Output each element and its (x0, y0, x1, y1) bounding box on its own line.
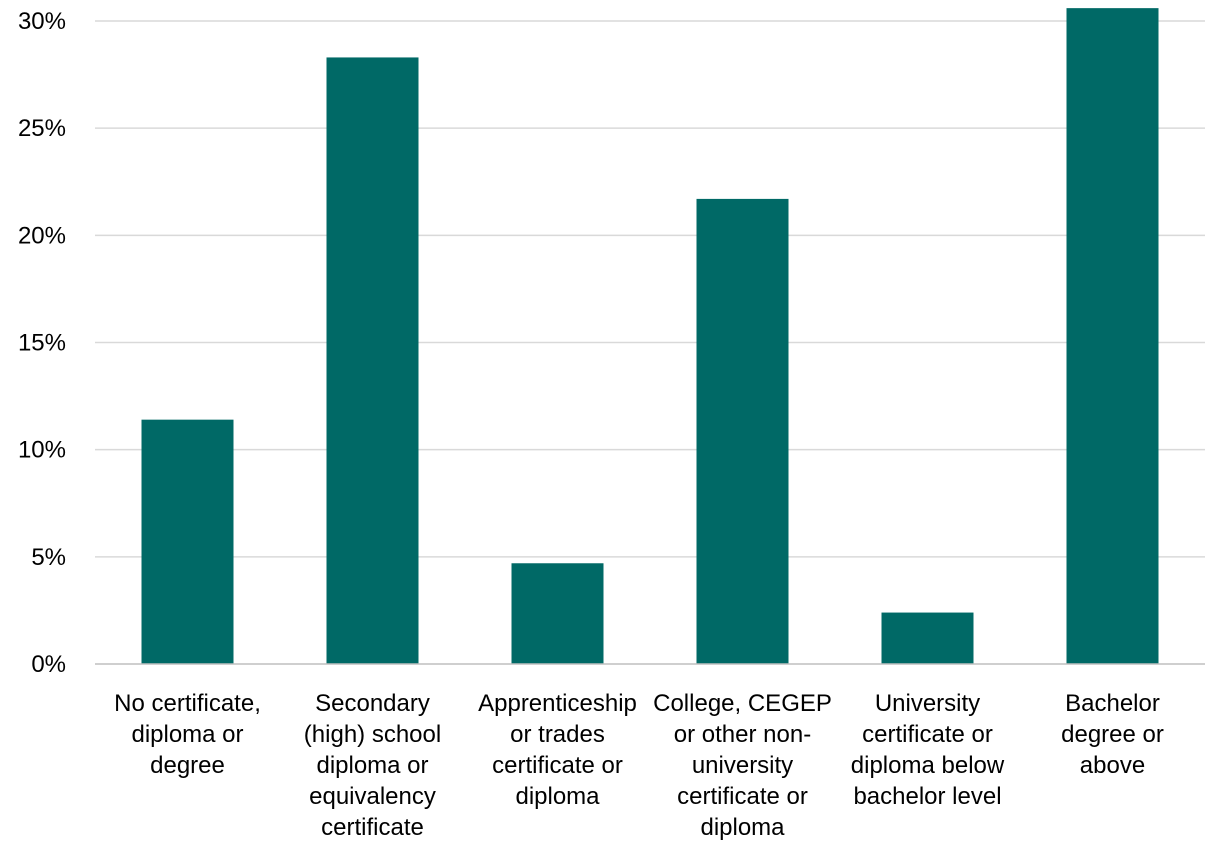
x-tick-label-line: diploma or (316, 752, 428, 779)
x-tick-label-line: certificate or (677, 783, 808, 810)
y-tick-label: 25% (18, 115, 66, 142)
x-tick-label-line: or other non- (674, 721, 811, 748)
gridlines (95, 20, 1205, 558)
x-tick-label-line: bachelor level (853, 783, 1001, 810)
x-tick-label: Secondary (high) school diploma or equivale… (304, 690, 441, 841)
x-tick-label: No certificate, diploma or degree (114, 690, 261, 779)
y-tick-labels: 0% 5% 10% 15% 20% 25% 30% (18, 8, 66, 678)
x-tick-label-line: Secondary (315, 690, 430, 717)
x-tick-label-line: university (692, 752, 793, 779)
y-tick-label: 30% (18, 8, 66, 35)
bars (141, 8, 1159, 665)
x-tick-label-line: University (875, 690, 980, 717)
y-tick-label: 20% (18, 222, 66, 249)
x-tick-label-line: diploma below (851, 752, 1005, 779)
y-tick-label: 5% (31, 544, 66, 571)
bar (326, 57, 419, 665)
x-tick-label-line: certificate or (862, 721, 993, 748)
y-tick-label: 10% (18, 437, 66, 464)
x-tick-label: University certificate or diploma below bac… (851, 690, 1005, 810)
x-tick-label-line: degree (150, 752, 225, 779)
bar (511, 563, 604, 664)
x-tick-labels: No certificate, diploma or degree Secondary… (114, 690, 1164, 841)
bar (696, 198, 789, 664)
x-tick-label-line: certificate or (492, 752, 623, 779)
x-tick-label-line: certificate (321, 814, 424, 841)
x-tick-label-line: diploma or (131, 721, 243, 748)
x-tick-label-line: College, CEGEP (653, 690, 832, 717)
x-tick-label: Apprenticeship or trades certificate or dip… (478, 690, 637, 810)
x-tick-label-line: equivalency (309, 783, 436, 810)
x-tick-label-line: or trades (510, 721, 605, 748)
x-tick-label-line: degree or (1061, 721, 1164, 748)
y-tick-label: 15% (18, 330, 66, 357)
x-tick-label: College, CEGEP or other non-university cer… (653, 690, 832, 841)
x-tick-label-line: diploma (515, 783, 600, 810)
x-tick-label-line: above (1080, 752, 1145, 779)
y-tick-label: 0% (31, 651, 66, 678)
x-tick-label: Bachelor degree or above (1061, 690, 1164, 779)
x-tick-label-line: No certificate, (114, 690, 261, 717)
bar (1066, 8, 1159, 664)
x-tick-label-line: Apprenticeship (478, 690, 637, 717)
bar (141, 419, 234, 664)
x-tick-label-line: diploma (700, 814, 785, 841)
x-tick-label-line: (high) school (304, 721, 441, 748)
x-tick-label-line: Bachelor (1065, 690, 1160, 717)
bar (881, 612, 974, 664)
